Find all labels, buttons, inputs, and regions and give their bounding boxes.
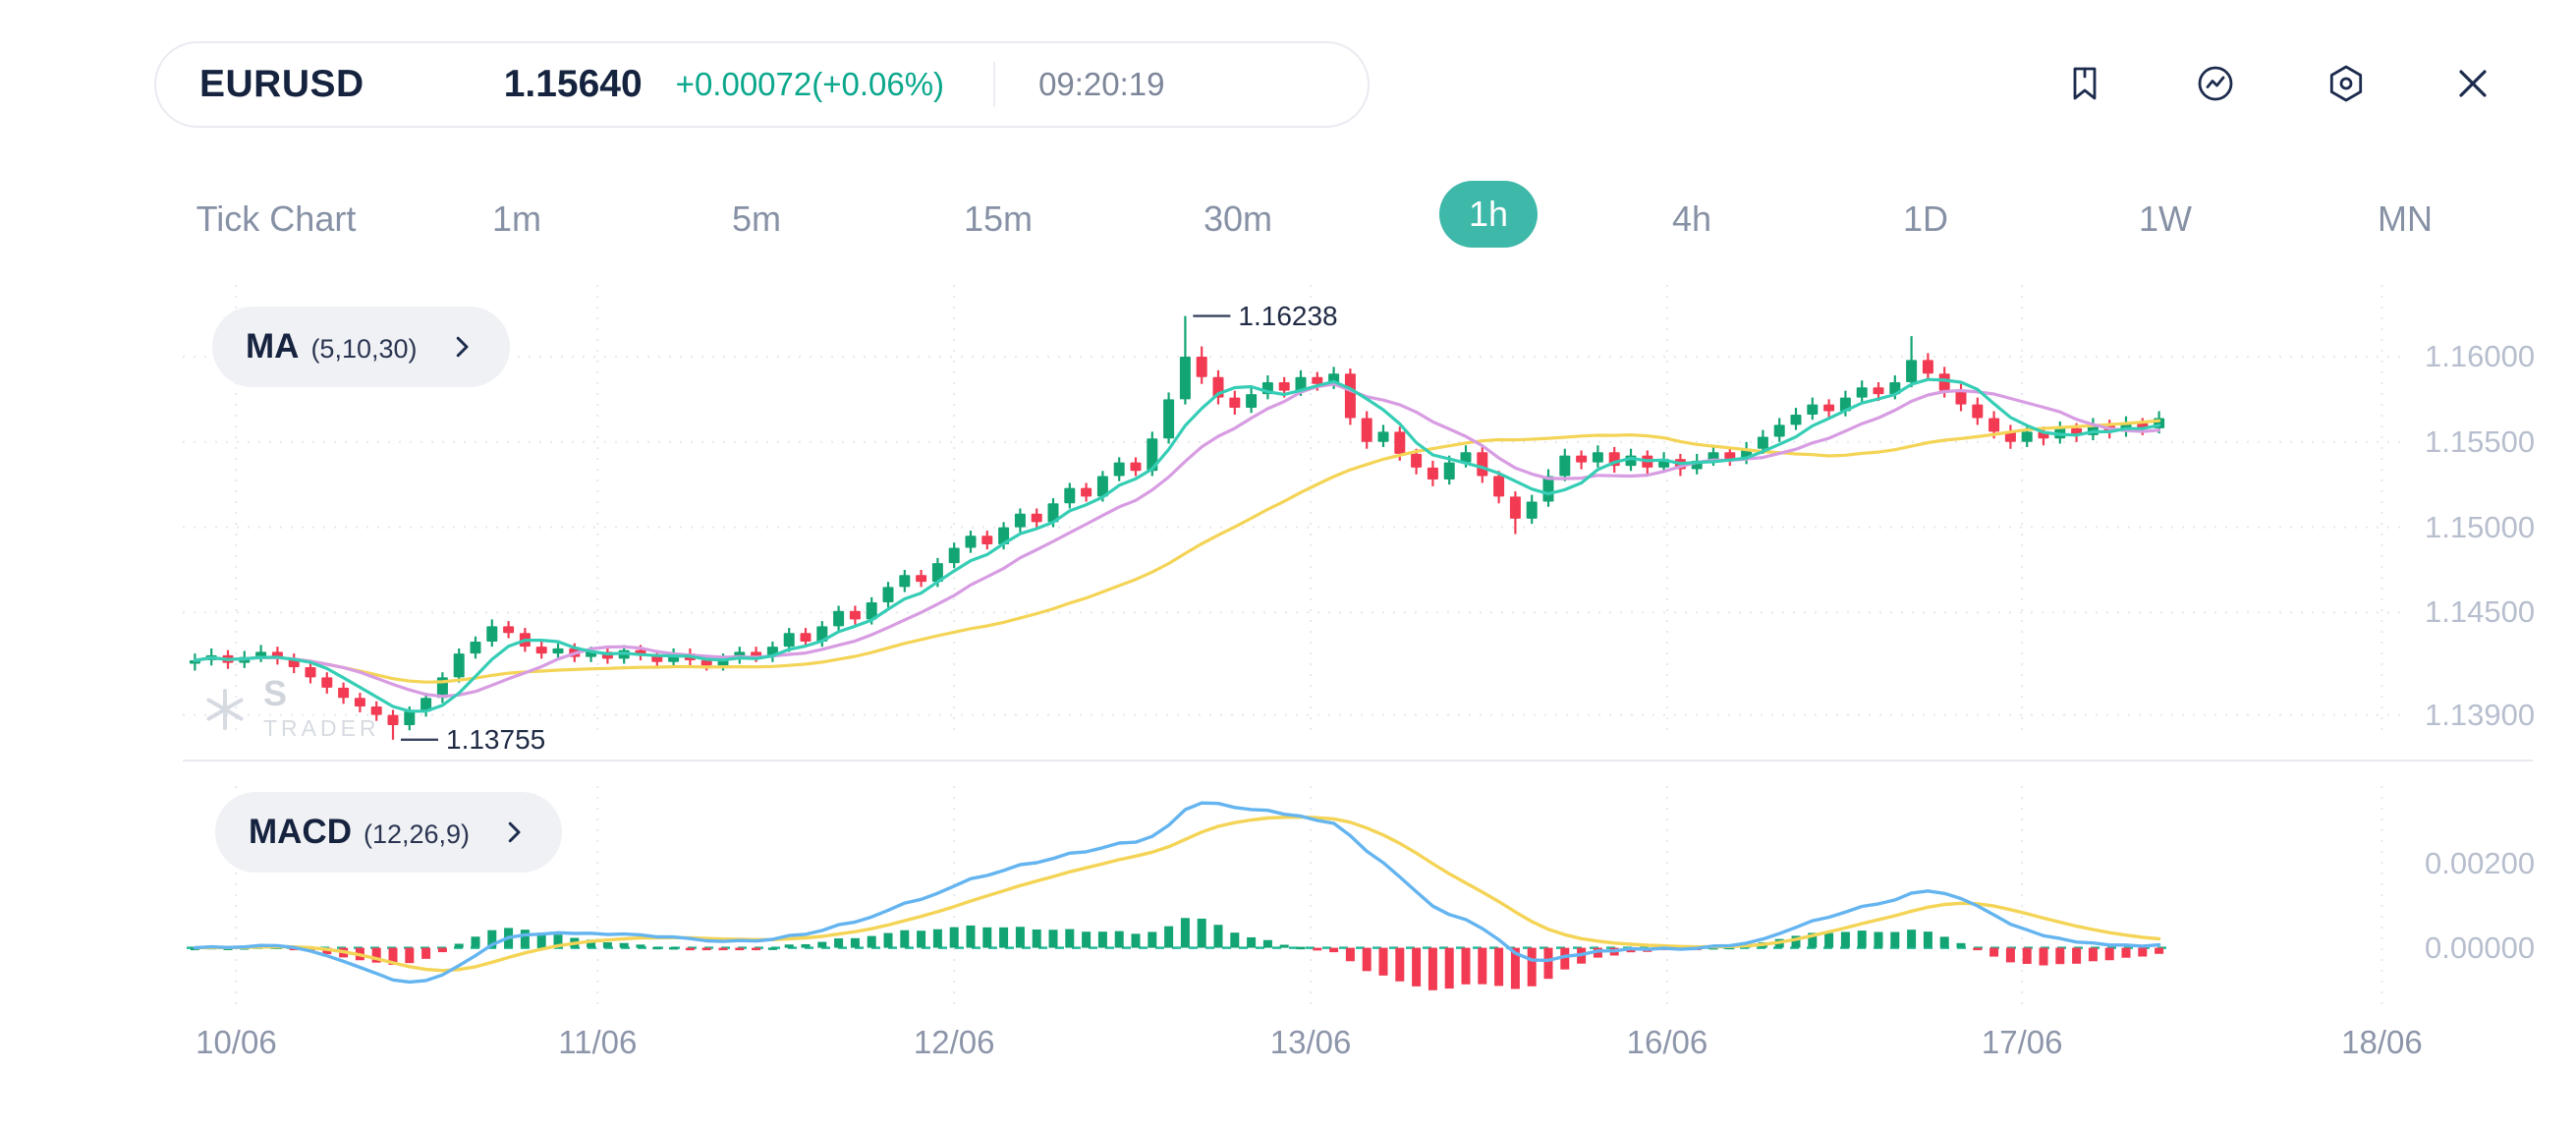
- gridlines: [183, 285, 2405, 1007]
- header-divider: [993, 62, 996, 107]
- tab-15m[interactable]: 15m: [963, 198, 1034, 239]
- watermark: S TRADER: [202, 676, 380, 742]
- tab-1d[interactable]: 1D: [1902, 198, 1949, 239]
- watermark-text-2: TRADER: [263, 715, 380, 741]
- ma-indicator-params: (5,10,30): [310, 333, 418, 364]
- date-axis-label: 16/06: [1626, 1024, 1708, 1060]
- tab-30m[interactable]: 30m: [1203, 198, 1273, 239]
- settings-button[interactable]: [2314, 51, 2379, 116]
- price-axis-label: 1.15500: [2425, 423, 2536, 459]
- chevron-right-icon: [456, 336, 469, 358]
- watermark-text-1: S: [263, 673, 288, 713]
- tab-mn[interactable]: MN: [2378, 198, 2433, 239]
- ma-lines: [193, 377, 2161, 713]
- price-axis-label: 1.14500: [2425, 594, 2536, 630]
- close-icon: [2459, 70, 2487, 97]
- settings-gear-icon: [2329, 65, 2363, 102]
- tab-1h[interactable]: 1h: [1438, 181, 1539, 248]
- panel-separator: [183, 760, 2533, 761]
- macd-panel: [187, 801, 2169, 990]
- chart-pulse-button[interactable]: [2183, 51, 2248, 116]
- macd-indicator-params: (12,26,9): [363, 818, 471, 849]
- date-axis-label: 17/06: [1981, 1024, 2063, 1060]
- tab-5m[interactable]: 5m: [731, 198, 782, 239]
- date-axis-label: 12/06: [913, 1024, 995, 1060]
- snowflake-icon: [206, 688, 244, 730]
- price-axis-label: 1.13900: [2425, 697, 2536, 732]
- date-axis-label: 10/06: [196, 1024, 277, 1060]
- tab-tick-chart[interactable]: Tick Chart: [196, 198, 357, 239]
- candlesticks: [189, 315, 2165, 740]
- ma-indicator-name: MA: [246, 327, 300, 366]
- ma-indicator-button[interactable]: MA (5,10,30): [212, 307, 510, 387]
- date-axis-label: 11/06: [558, 1024, 638, 1060]
- price-markers: [401, 314, 1231, 742]
- macd-axis-label: 0.00000: [2425, 930, 2536, 965]
- bookmark-icon: [2073, 67, 2097, 100]
- macd-axis-label: 0.00200: [2425, 845, 2536, 880]
- date-axis-label: 13/06: [1269, 1024, 1352, 1060]
- tab-4h[interactable]: 4h: [1671, 198, 1712, 239]
- macd-indicator-button[interactable]: MACD (12,26,9): [215, 792, 563, 873]
- server-time: 09:20:19: [1038, 66, 1165, 102]
- chevron-right-icon: [508, 821, 521, 843]
- price-axis-label: 1.15000: [2425, 509, 2536, 544]
- tab-1m[interactable]: 1m: [491, 198, 542, 239]
- low-price-marker: 1.13755: [446, 723, 546, 755]
- bookmark-button[interactable]: [2052, 51, 2117, 116]
- symbol-name: EURUSD: [199, 63, 364, 105]
- price-axis-label: 1.16000: [2425, 338, 2536, 373]
- close-button[interactable]: [2440, 51, 2505, 116]
- high-price-marker: 1.16238: [1238, 300, 1338, 331]
- macd-indicator-name: MACD: [249, 813, 352, 851]
- chart-pulse-icon: [2198, 66, 2233, 101]
- tab-1w[interactable]: 1W: [2139, 198, 2192, 239]
- date-axis-label: 18/06: [2341, 1024, 2423, 1060]
- price-change: +0.00072(+0.06%): [675, 66, 945, 102]
- last-price: 1.15640: [503, 63, 643, 105]
- symbol-header: EURUSD 1.15640 +0.00072(+0.06%) 09:20:19: [154, 41, 1370, 128]
